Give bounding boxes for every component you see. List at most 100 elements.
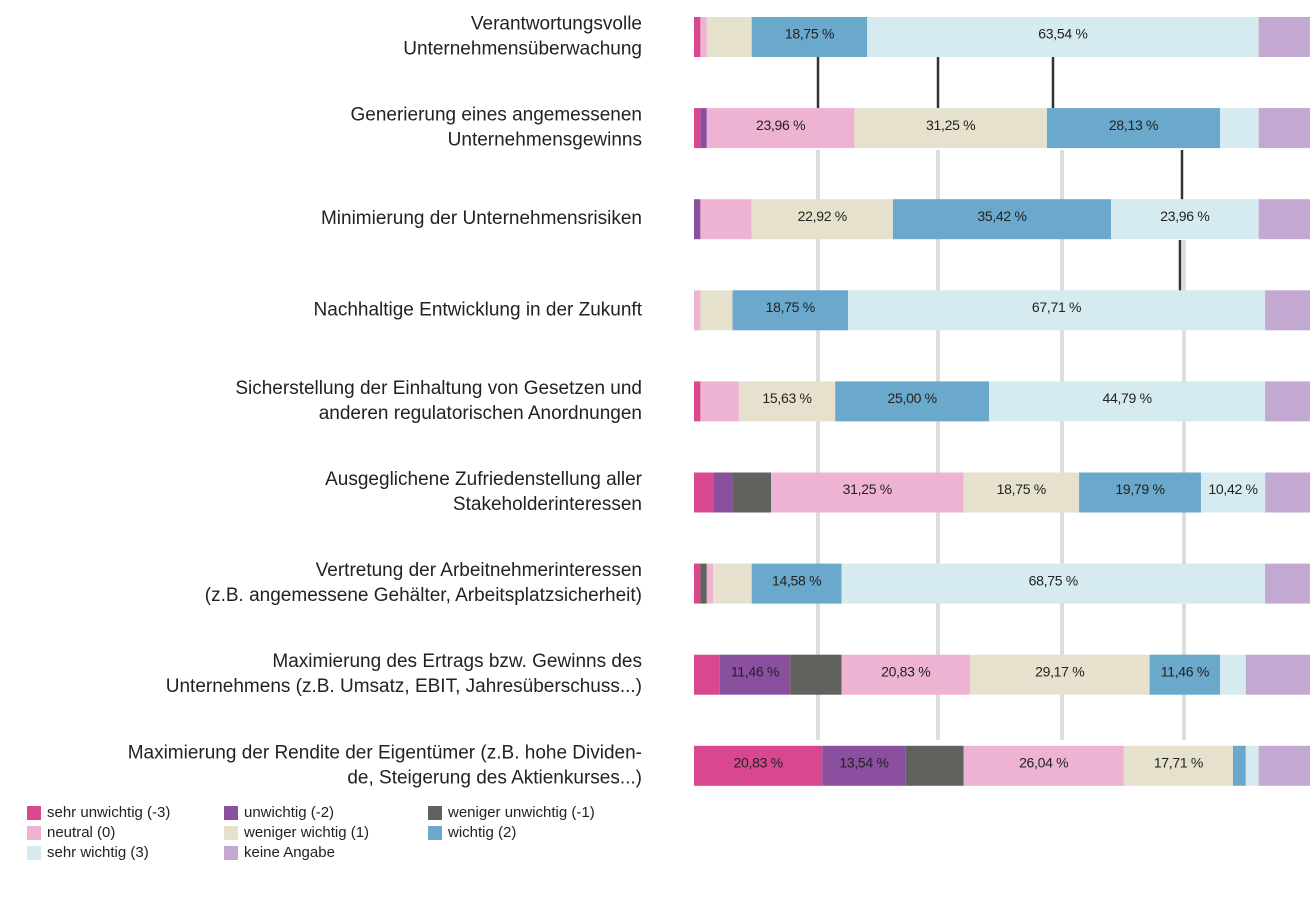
category-label: Vertretung der Arbeitnehmerinteressen (316, 560, 642, 581)
category-label: (z.B. angemessene Gehälter, Arbeitsplatz… (205, 585, 642, 606)
category-label: Verantwortungsvolle (471, 14, 642, 35)
bar-segment (1265, 563, 1310, 604)
legend-label: keine Angabe (244, 844, 335, 861)
bar-segment (790, 654, 842, 695)
value-label: 25,00 % (888, 390, 937, 406)
bar-segment (1245, 745, 1259, 786)
bar-segment (867, 17, 1259, 57)
value-label: 15,63 % (762, 390, 811, 406)
bar-segment (694, 17, 701, 57)
value-label: 14,58 % (772, 572, 821, 588)
value-label: 11,46 % (1161, 663, 1209, 679)
bar-segment (835, 381, 990, 422)
value-label: 44,79 % (1102, 390, 1151, 406)
bar-segment (1220, 108, 1259, 149)
bar-segment (700, 17, 707, 57)
bar-segment (1258, 108, 1310, 149)
bar-segment (1079, 472, 1201, 513)
value-label: 20,83 % (881, 663, 930, 679)
bar-segment (751, 563, 842, 604)
value-label: 11,46 % (731, 663, 779, 679)
category-label: anderen regulatorischen Anordnungen (319, 403, 642, 424)
category-label: Stakeholderinteressen (453, 494, 642, 515)
legend-swatch (428, 826, 442, 840)
legend-label: sehr wichtig (3) (47, 844, 149, 861)
value-label: 20,83 % (734, 755, 783, 771)
bar-segment (706, 17, 752, 57)
legend-swatch (224, 846, 238, 860)
bar-segment (848, 290, 1266, 331)
bar-segment (892, 199, 1112, 240)
category-label: Ausgeglichene Zufriedenstellung aller (325, 469, 643, 490)
bar-segment (706, 108, 855, 149)
category-label: de, Steigerung des Aktienkurses...) (347, 767, 642, 788)
value-label: 31,25 % (926, 117, 975, 133)
bar-segment (694, 199, 701, 240)
category-label: Generierung eines angemessenen (350, 105, 642, 126)
category-label: Unternehmensüberwachung (403, 39, 642, 60)
value-label: 13,54 % (839, 755, 888, 771)
value-label: 23,96 % (1160, 208, 1209, 224)
legend-label: sehr unwichtig (-3) (47, 804, 170, 821)
legend-label: unwichtig (-2) (244, 804, 334, 821)
bar-segment (854, 108, 1047, 149)
bar-segment (1046, 108, 1221, 149)
bar-segment (1111, 199, 1259, 240)
value-label: 23,96 % (756, 117, 805, 133)
value-label: 22,92 % (798, 208, 847, 224)
bar-segment (963, 472, 1080, 513)
value-label: 67,71 % (1032, 299, 1081, 315)
category-label: Minimierung der Unternehmensrisiken (321, 208, 642, 229)
bar-segment (989, 381, 1266, 422)
bar-segment (963, 745, 1124, 786)
bar-segment (1265, 290, 1310, 331)
bar-segment (706, 563, 714, 604)
value-label: 19,79 % (1115, 481, 1164, 497)
bar-segment (1200, 472, 1266, 513)
bar-segment (694, 381, 701, 422)
value-label: 18,75 % (997, 481, 1046, 497)
value-label: 18,75 % (766, 299, 815, 315)
bar-segment (700, 563, 707, 604)
legend-label: weniger wichtig (1) (243, 824, 369, 841)
category-label: Nachhaltige Entwicklung in der Zukunft (314, 299, 643, 320)
value-label: 10,42 % (1208, 481, 1257, 497)
bar-segment (1220, 654, 1246, 695)
value-label: 28,13 % (1109, 117, 1158, 133)
bar-segment (700, 199, 752, 240)
category-label: Maximierung des Ertrags bzw. Gewinns des (272, 651, 642, 672)
bar-segment (771, 472, 964, 513)
bar-segment (694, 472, 714, 513)
legend-swatch (27, 846, 41, 860)
bar-segment (1123, 745, 1233, 786)
connector-lines (816, 57, 1184, 292)
legend-label: neutral (0) (47, 824, 115, 841)
bar-segment (751, 199, 893, 240)
bar-segment (822, 745, 906, 786)
bar-segment (841, 563, 1266, 604)
bar-segment (1258, 745, 1310, 786)
bar-segment (1265, 472, 1311, 513)
category-label: Maximierung der Rendite der Eigentümer (… (128, 742, 642, 763)
value-label: 29,17 % (1035, 663, 1084, 679)
bar-segment (700, 108, 707, 149)
legend-swatch (224, 826, 238, 840)
value-label: 35,42 % (977, 208, 1026, 224)
bar-segment (713, 563, 752, 604)
legend-label: weniger unwichtig (-1) (447, 804, 595, 821)
bar-segment (732, 472, 772, 513)
legend-swatch (27, 826, 41, 840)
bar-segment (1233, 745, 1246, 786)
bar-segment (694, 563, 701, 604)
value-label: 31,25 % (843, 481, 892, 497)
bar-segment (694, 654, 720, 695)
value-label: 18,75 % (785, 26, 834, 42)
value-label: 63,54 % (1038, 26, 1087, 42)
bar-segment (713, 472, 733, 513)
bar-segment (1258, 199, 1310, 240)
bar-segment (1245, 654, 1310, 695)
bar-segment (969, 654, 1150, 695)
bar-segment (1149, 654, 1221, 695)
bar-segment (1258, 17, 1310, 57)
bar-segment (738, 381, 836, 422)
